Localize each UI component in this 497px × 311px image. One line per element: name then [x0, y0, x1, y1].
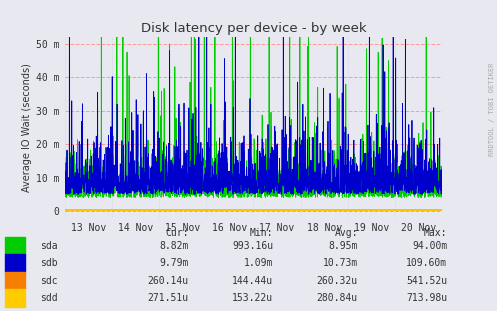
Text: Avg:: Avg: [334, 228, 358, 238]
Text: Max:: Max: [424, 228, 447, 238]
Text: sda: sda [40, 241, 57, 251]
Text: 713.98u: 713.98u [406, 293, 447, 303]
Text: sdd: sdd [40, 293, 57, 303]
Text: 8.82m: 8.82m [160, 241, 189, 251]
Text: 153.22u: 153.22u [232, 293, 273, 303]
Title: Disk latency per device - by week: Disk latency per device - by week [141, 22, 366, 35]
Text: 144.44u: 144.44u [232, 276, 273, 285]
Text: 1.09m: 1.09m [244, 258, 273, 268]
Text: 94.00m: 94.00m [412, 241, 447, 251]
Text: 8.95m: 8.95m [329, 241, 358, 251]
Text: 9.79m: 9.79m [160, 258, 189, 268]
Text: 541.52u: 541.52u [406, 276, 447, 285]
Text: 993.16u: 993.16u [232, 241, 273, 251]
Text: Min:: Min: [250, 228, 273, 238]
Text: 280.84u: 280.84u [317, 293, 358, 303]
Y-axis label: Average IO Wait (seconds): Average IO Wait (seconds) [22, 63, 32, 192]
Bar [5, 254, 25, 272]
Text: Cur:: Cur: [166, 228, 189, 238]
Text: RRDTOOL / TOBI OETIKER: RRDTOOL / TOBI OETIKER [489, 62, 495, 156]
Text: 260.14u: 260.14u [148, 276, 189, 285]
Text: 271.51u: 271.51u [148, 293, 189, 303]
Bar [5, 289, 25, 307]
Bar [5, 237, 25, 254]
Text: sdb: sdb [40, 258, 57, 268]
Bar [5, 272, 25, 289]
Text: sdc: sdc [40, 276, 57, 285]
Text: 10.73m: 10.73m [323, 258, 358, 268]
Text: 109.60m: 109.60m [406, 258, 447, 268]
Text: 260.32u: 260.32u [317, 276, 358, 285]
